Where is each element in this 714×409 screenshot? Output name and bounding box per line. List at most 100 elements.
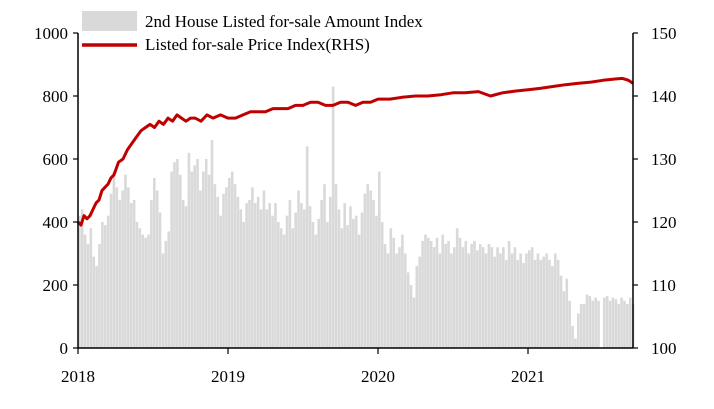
bar <box>216 196 220 348</box>
bar <box>363 193 367 348</box>
bar <box>585 294 589 348</box>
left-tick-label: 400 <box>43 213 69 232</box>
bar <box>594 297 597 348</box>
bar <box>496 247 499 348</box>
bar <box>513 247 517 348</box>
bar <box>582 303 586 348</box>
bar <box>282 234 286 348</box>
bar <box>271 215 274 348</box>
bar <box>386 253 390 348</box>
bar <box>548 259 551 348</box>
bar <box>490 247 494 348</box>
bar <box>461 247 465 348</box>
bar <box>398 247 401 348</box>
left-tick-label: 1000 <box>34 24 68 43</box>
bar <box>357 234 361 348</box>
bar <box>530 247 534 348</box>
bar <box>202 171 205 348</box>
bar <box>167 231 171 348</box>
bar <box>481 247 485 348</box>
bar <box>467 253 471 348</box>
bar <box>80 209 84 348</box>
bar <box>424 234 427 348</box>
bar <box>369 190 372 348</box>
bar <box>161 253 165 348</box>
bar <box>380 222 384 348</box>
bar <box>478 244 482 348</box>
bar <box>343 203 346 348</box>
bar <box>458 237 462 348</box>
bar <box>447 240 450 348</box>
bar <box>127 187 130 348</box>
bar <box>184 206 188 348</box>
bar <box>101 222 104 348</box>
bar <box>118 199 121 348</box>
bar <box>360 212 364 348</box>
bar <box>516 259 520 348</box>
legend-line-label: Listed for-sale Price Index(RHS) <box>145 35 370 54</box>
bar <box>487 244 491 348</box>
x-tick-label: 2018 <box>61 367 95 386</box>
bar <box>525 253 528 348</box>
bar <box>406 272 410 348</box>
bar <box>571 325 574 348</box>
bar <box>164 240 168 348</box>
bar <box>204 159 208 348</box>
bar <box>427 237 430 348</box>
right-tick-label: 150 <box>651 24 677 43</box>
bar <box>176 159 179 348</box>
left-tick-label: 200 <box>43 276 69 295</box>
bar <box>196 159 199 348</box>
bar <box>109 193 113 348</box>
bar <box>170 171 173 348</box>
bar <box>98 244 101 348</box>
bar <box>403 253 407 348</box>
bar <box>135 222 139 348</box>
bar <box>623 300 626 348</box>
bar <box>83 234 87 348</box>
bar <box>533 259 537 348</box>
bar <box>539 259 543 348</box>
bar <box>354 215 358 348</box>
bar <box>103 225 107 348</box>
legend-bar-swatch <box>82 11 137 31</box>
bar <box>297 190 300 348</box>
bar <box>262 190 266 348</box>
bar <box>230 171 234 348</box>
bar <box>444 244 447 348</box>
bar <box>605 296 609 348</box>
bar <box>484 253 488 348</box>
bar <box>288 199 292 348</box>
bar <box>429 240 433 348</box>
left-tick-label: 0 <box>60 339 69 358</box>
bar <box>129 203 133 348</box>
bar <box>253 203 257 348</box>
bar <box>181 199 185 348</box>
bar <box>141 234 145 348</box>
bar <box>453 247 456 348</box>
bar <box>173 162 176 348</box>
bars-layer <box>78 86 635 349</box>
left-tick-label: 600 <box>43 150 69 169</box>
bar <box>207 174 211 348</box>
axes-layer <box>77 33 634 349</box>
bar <box>574 338 577 348</box>
bar <box>383 244 387 348</box>
bar <box>450 253 453 348</box>
bar <box>392 237 396 348</box>
bar <box>121 190 124 348</box>
bar <box>331 86 335 349</box>
bar <box>409 285 413 348</box>
left-tick-label: 800 <box>43 87 69 106</box>
right-tick-label: 140 <box>651 87 677 106</box>
bar <box>603 297 606 348</box>
bar <box>153 177 156 348</box>
bar <box>78 215 81 348</box>
bar <box>300 203 303 348</box>
bar <box>412 297 416 348</box>
bar <box>150 199 153 348</box>
bar <box>519 253 522 348</box>
bar <box>366 184 370 348</box>
price-index-line <box>76 76 634 227</box>
